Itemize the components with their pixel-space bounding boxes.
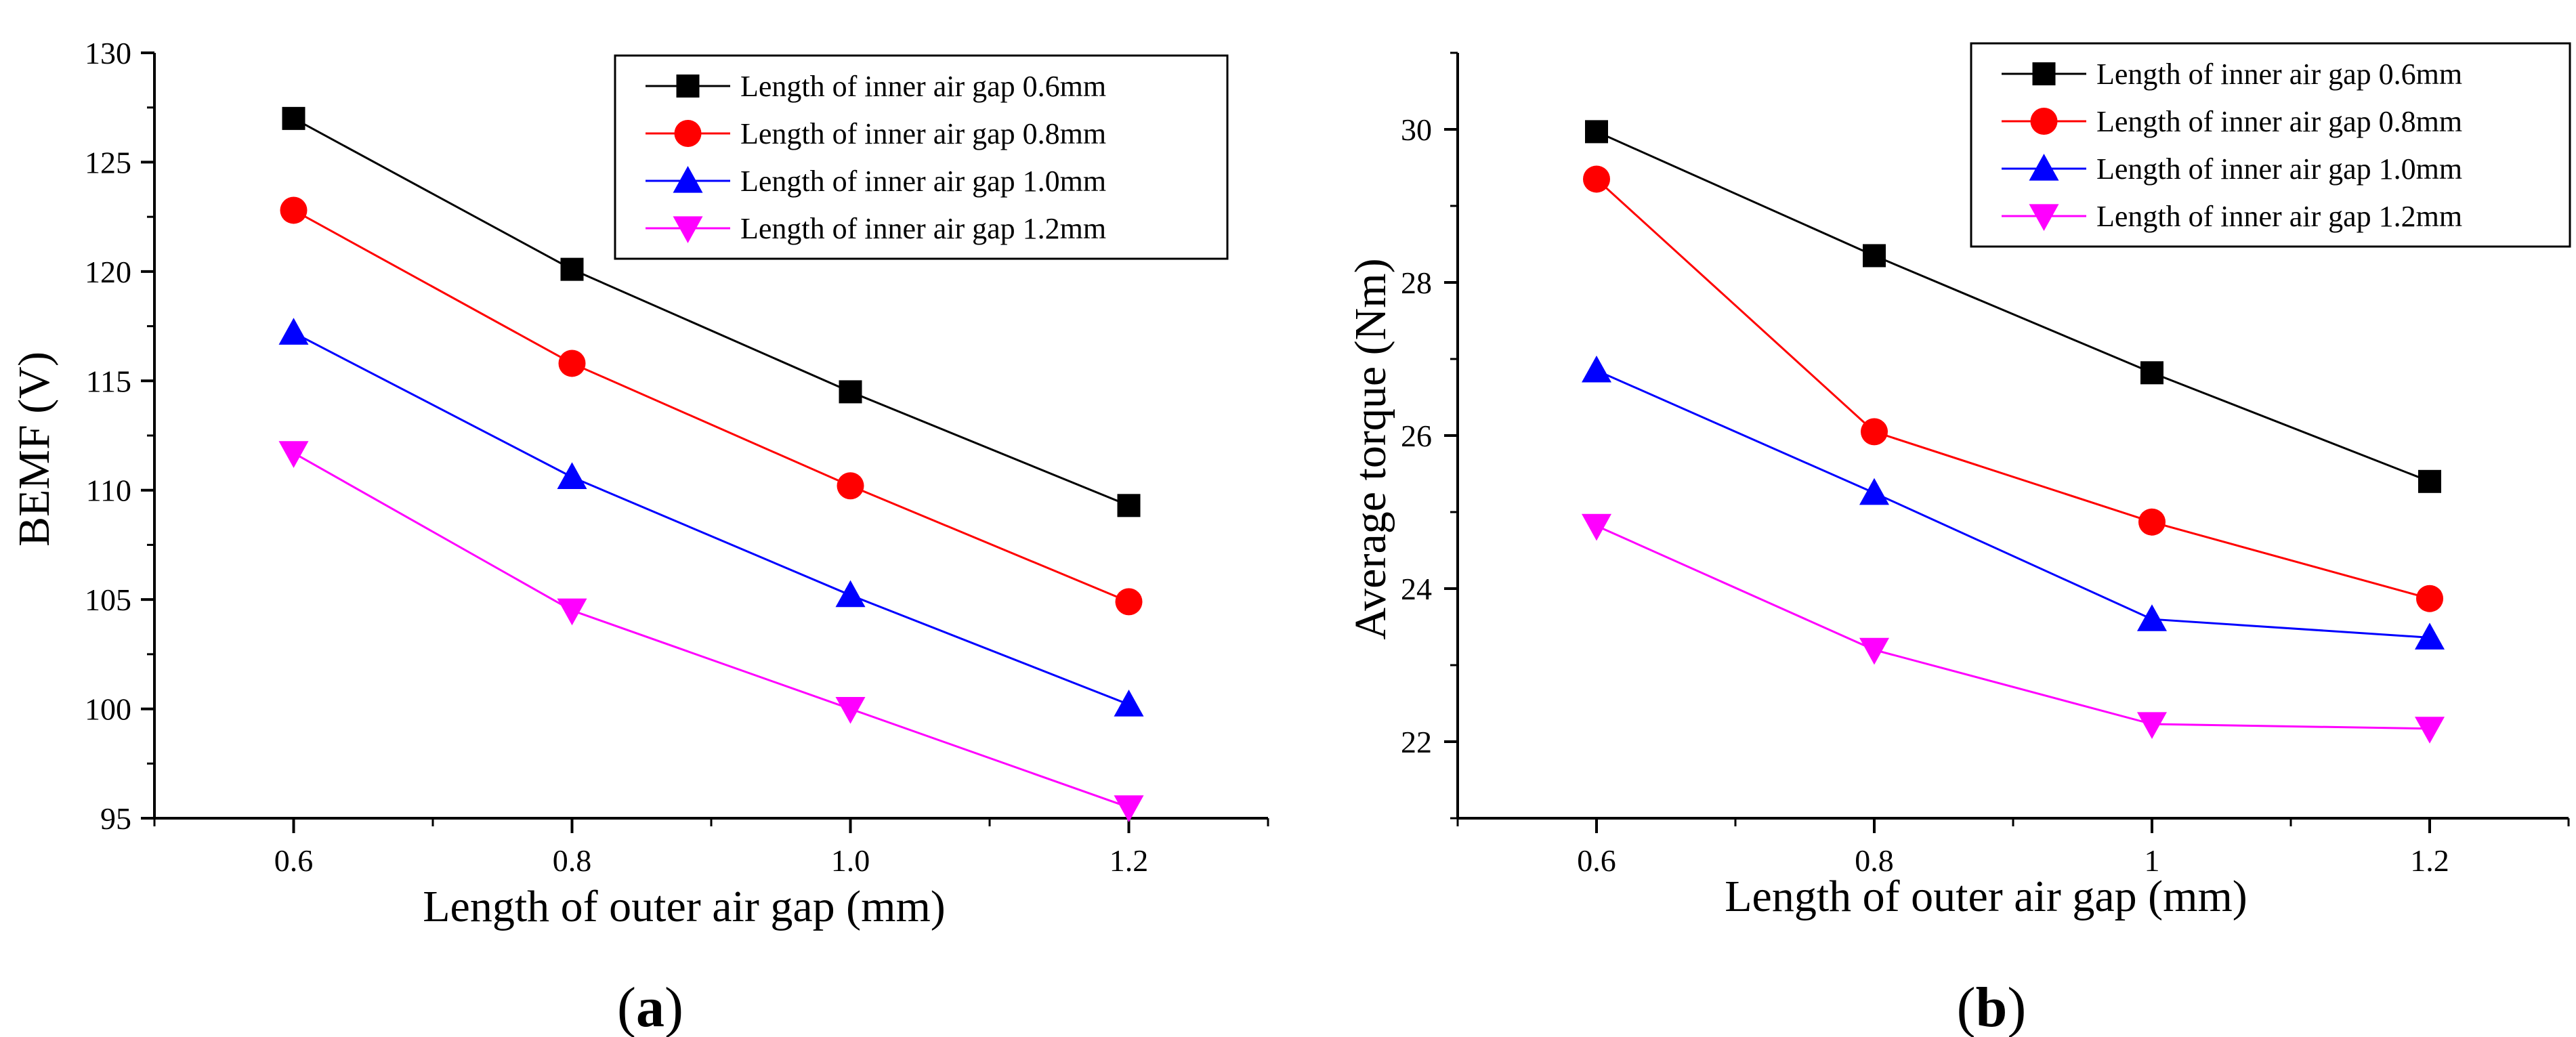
data-point-series-2 <box>278 318 309 345</box>
y-tick-label: 105 <box>85 583 131 617</box>
x-tick-label: 0.8 <box>1855 843 1894 878</box>
legend-box <box>614 54 1229 260</box>
data-point-series-2 <box>1582 355 1611 383</box>
y-tick-label: 28 <box>1401 266 1432 300</box>
panel-label-letter: a <box>636 976 664 1037</box>
data-point-series-0 <box>1863 244 1886 268</box>
data-point-series-0 <box>560 257 584 281</box>
data-point-series-3 <box>1114 795 1144 822</box>
series-line-3 <box>1596 524 2430 730</box>
legend-box <box>1970 42 2571 248</box>
data-point-series-0 <box>1117 494 1141 517</box>
data-point-series-2 <box>1859 478 1889 505</box>
data-point-series-2 <box>1114 690 1144 717</box>
data-point-series-1 <box>837 472 864 500</box>
y-tick-label: 130 <box>85 36 131 70</box>
legend: Length of inner air gap 0.6mm Length of i… <box>614 54 1229 260</box>
data-point-series-1 <box>558 350 586 377</box>
data-point-series-1 <box>1115 588 1143 616</box>
x-tick-label: 0.8 <box>553 843 592 878</box>
data-point-series-3 <box>835 696 866 724</box>
y-tick-label: 95 <box>100 801 131 836</box>
data-point-series-2 <box>557 462 587 489</box>
chart-panel-a: 0.6 0.8 1.0 1.2 95 100 105 110 115 120 125 130 Lengt… <box>9 36 1269 1037</box>
y-tick-label: 110 <box>86 473 131 508</box>
data-point-series-3 <box>278 441 309 468</box>
x-axis-title: Length of outer air gap (mm) <box>1725 872 2247 921</box>
y-tick-label: 30 <box>1401 112 1432 147</box>
legend-marker <box>2030 108 2058 135</box>
legend-entry-label: Length of inner air gap 0.8mm <box>2096 105 2462 138</box>
data-point-series-1 <box>1583 165 1610 193</box>
legend-entry-label: Length of inner air gap 1.2mm <box>740 212 1106 245</box>
y-tick-label: 24 <box>1401 572 1432 606</box>
legend-entry-label: Length of inner air gap 0.8mm <box>740 117 1106 150</box>
series-line-1 <box>1595 178 2430 600</box>
legend-marker <box>673 166 703 193</box>
series-line-2 <box>293 331 1130 706</box>
legend-entry-label: Length of inner air gap 0.6mm <box>740 70 1106 103</box>
y-tick-label: 115 <box>86 364 131 398</box>
legend-entry-label: Length of inner air gap 1.0mm <box>2096 152 2462 186</box>
data-point-series-0 <box>1585 120 1608 144</box>
y-axis-title: BEMF (V) <box>9 352 59 547</box>
legend-marker <box>2029 154 2059 181</box>
x-tick-label: 1.0 <box>831 843 870 878</box>
y-tick-label: 26 <box>1401 419 1432 453</box>
x-tick-label: 1.2 <box>1110 843 1149 878</box>
data-point-series-3 <box>2137 712 2167 740</box>
series-line-2 <box>1596 369 2430 639</box>
y-tick-label: 100 <box>85 692 131 727</box>
chart-panel-b: 0.6 0.8 1 1.2 22 24 26 28 30 Length of outer air … <box>1346 42 2571 1037</box>
legend-marker <box>676 75 700 98</box>
series-line-0 <box>293 117 1130 507</box>
x-tick-label: 0.6 <box>274 843 314 878</box>
data-point-series-2 <box>835 580 866 608</box>
legend-marker <box>674 120 702 147</box>
y-axis-title: Average torque (Nm) <box>1346 258 1395 639</box>
series-line-1 <box>293 209 1130 603</box>
data-point-series-0 <box>839 380 862 404</box>
legend-marker <box>673 216 703 243</box>
y-tick-label: 22 <box>1401 725 1432 759</box>
data-point-series-1 <box>2416 585 2443 612</box>
x-tick-label: 1.2 <box>2410 843 2449 878</box>
x-axis-title: Length of outer air gap (mm) <box>423 882 946 931</box>
panel-label: (b) <box>1957 976 2027 1037</box>
data-point-series-3 <box>1582 513 1611 541</box>
data-point-series-0 <box>2418 469 2441 493</box>
data-point-series-1 <box>2138 508 2166 536</box>
panel-label: (a) <box>617 976 683 1037</box>
x-tick-label: 0.6 <box>1577 843 1616 878</box>
y-tick-label: 120 <box>85 255 131 289</box>
y-tick-label: 125 <box>85 145 131 179</box>
data-point-series-2 <box>2415 622 2445 650</box>
data-point-series-1 <box>1861 418 1888 446</box>
data-point-series-2 <box>2137 604 2167 631</box>
legend-entry-label: Length of inner air gap 1.2mm <box>2096 200 2462 233</box>
x-tick-label: 1 <box>2145 843 2160 878</box>
data-point-series-0 <box>2140 361 2163 385</box>
panel-label-letter: b <box>1976 976 2008 1037</box>
legend: Length of inner air gap 0.6mm Length of i… <box>1970 42 2571 248</box>
data-point-series-1 <box>280 196 308 224</box>
series-line-0 <box>1596 131 2430 483</box>
legend-marker <box>2032 62 2056 85</box>
data-point-series-3 <box>2415 717 2445 744</box>
series-line-3 <box>293 452 1129 809</box>
data-point-series-3 <box>1859 637 1889 665</box>
legend-entry-label: Length of inner air gap 1.0mm <box>740 165 1106 198</box>
data-point-series-0 <box>282 106 305 130</box>
data-point-series-3 <box>557 598 587 626</box>
legend-marker <box>2029 204 2059 231</box>
legend-entry-label: Length of inner air gap 0.6mm <box>2096 58 2462 91</box>
